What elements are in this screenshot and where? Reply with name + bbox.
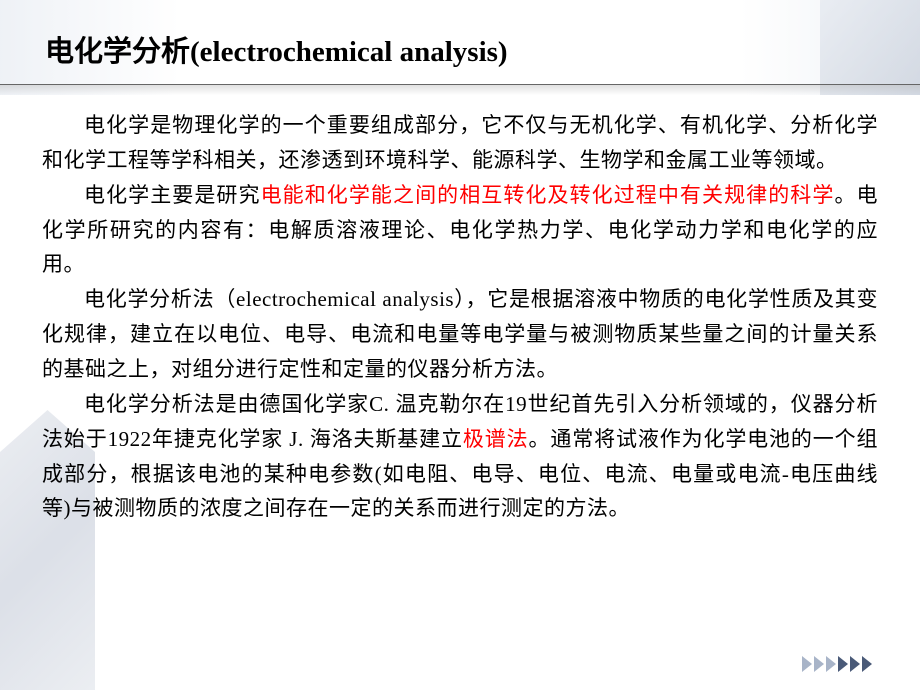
title-divider-shadow bbox=[0, 85, 920, 95]
p4-highlight: 极谱法 bbox=[463, 427, 529, 451]
p2-highlight: 电能和化学能之间的相互转化及转化过程中有关规律的科学 bbox=[261, 183, 835, 207]
arrow-icon-3 bbox=[826, 656, 836, 672]
arrow-icon-6 bbox=[862, 656, 872, 672]
p2-text1: 电化学主要是研究 bbox=[84, 183, 261, 207]
p1-text: 电化学是物理化学的一个重要组成部分，它不仅与无机化学、有机化学、分析化学和化学工… bbox=[42, 113, 878, 172]
arrow-icon-1 bbox=[802, 656, 812, 672]
slide-title: 电化学分析(electrochemical analysis) bbox=[45, 28, 508, 70]
paragraph-4: 电化学分析法是由德国化学家C. 温克勒尔在19世纪首先引入分析领域的，仪器分析法… bbox=[42, 387, 878, 526]
arrow-icon-4 bbox=[838, 656, 848, 672]
paragraph-2: 电化学主要是研究电能和化学能之间的相互转化及转化过程中有关规律的科学。电化学所研… bbox=[42, 178, 878, 283]
paragraph-3: 电化学分析法（electrochemical analysis），它是根据溶液中… bbox=[42, 282, 878, 387]
arrow-icon-2 bbox=[814, 656, 824, 672]
paragraph-1: 电化学是物理化学的一个重要组成部分，它不仅与无机化学、有机化学、分析化学和化学工… bbox=[42, 108, 878, 178]
arrow-icon-5 bbox=[850, 656, 860, 672]
slide-body: 电化学是物理化学的一个重要组成部分，它不仅与无机化学、有机化学、分析化学和化学工… bbox=[42, 108, 878, 526]
slide-container: 电化学分析(electrochemical analysis) 电化学是物理化学… bbox=[0, 0, 920, 690]
navigation-arrows[interactable] bbox=[802, 656, 872, 672]
building-graphic-right bbox=[820, 0, 920, 95]
p3-text: 电化学分析法（electrochemical analysis），它是根据溶液中… bbox=[42, 287, 878, 381]
